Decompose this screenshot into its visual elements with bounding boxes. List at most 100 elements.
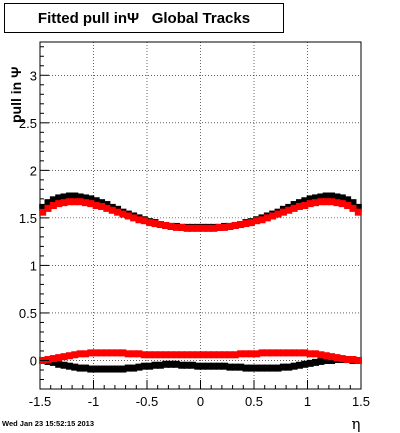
data-point (226, 351, 234, 359)
data-point (146, 351, 154, 359)
data-point (210, 351, 218, 359)
data-point (44, 199, 52, 207)
data-point (98, 202, 106, 210)
data-point (76, 193, 84, 201)
data-point (242, 364, 250, 372)
data-point (130, 364, 138, 372)
data-point (301, 202, 309, 210)
data-point (39, 203, 47, 211)
data-point (205, 224, 213, 232)
data-point (338, 355, 346, 363)
data-point (317, 351, 325, 359)
data-point (322, 352, 330, 360)
data-point (215, 362, 223, 370)
data-point (231, 221, 239, 229)
data-point (247, 219, 255, 227)
data-point (55, 194, 63, 202)
timestamp: Wed Jan 23 15:52:15 2013 (2, 419, 95, 428)
data-point (49, 196, 57, 204)
data-point (162, 221, 170, 229)
data-point (188, 361, 196, 369)
data-point (103, 201, 111, 209)
data-point (60, 193, 68, 201)
series-1 (39, 198, 362, 232)
data-point (167, 222, 175, 230)
data-point (151, 361, 159, 369)
chart-title: Fitted pull inΨ Global Tracks (4, 3, 284, 33)
data-point (328, 353, 336, 361)
data-point (290, 362, 298, 370)
data-point (44, 356, 52, 364)
data-point (231, 363, 239, 371)
data-point (328, 192, 336, 200)
data-point (349, 199, 357, 207)
data-point (253, 217, 261, 225)
data-point (269, 349, 277, 357)
data-point (253, 364, 261, 372)
data-point (55, 354, 63, 362)
data-point (140, 351, 148, 359)
data-point (71, 198, 79, 206)
data-point (247, 364, 255, 372)
data-point (114, 349, 122, 357)
data-point (344, 356, 352, 364)
x-tick-label: 1.5 (352, 394, 370, 409)
data-point (167, 360, 175, 368)
data-point (65, 198, 73, 206)
data-point (81, 364, 89, 372)
data-point (178, 351, 186, 359)
data-point (119, 365, 127, 373)
x-tick-label: -1 (88, 394, 100, 409)
data-point (151, 351, 159, 359)
data-point (242, 220, 250, 228)
data-point (135, 350, 143, 358)
data-point (210, 362, 218, 370)
y-tick-label: 1 (30, 258, 37, 273)
data-point (312, 350, 320, 358)
data-point (119, 349, 127, 357)
x-tick-label: 1 (304, 394, 311, 409)
data-point (71, 363, 79, 371)
data-point (194, 351, 202, 359)
data-point (156, 351, 164, 359)
data-point (263, 214, 271, 222)
data-point (279, 363, 287, 371)
data-point (312, 194, 320, 202)
data-point (258, 364, 266, 372)
data-point (65, 192, 73, 200)
y-tick-label: 2 (30, 163, 37, 178)
data-point (215, 351, 223, 359)
data-point (301, 349, 309, 357)
data-point (269, 364, 277, 372)
x-tick-label: 0 (197, 394, 204, 409)
data-point (221, 351, 229, 359)
data-point (114, 365, 122, 373)
data-point (226, 222, 234, 230)
data-point (188, 224, 196, 232)
data-point (60, 353, 68, 361)
data-point (49, 358, 57, 366)
data-point (87, 195, 95, 203)
data-point (226, 363, 234, 371)
data-point (322, 192, 330, 200)
data-point (333, 199, 341, 207)
data-point (312, 358, 320, 366)
data-point (344, 202, 352, 210)
data-point (242, 350, 250, 358)
data-point (247, 350, 255, 358)
data-point (130, 350, 138, 358)
data-point (312, 199, 320, 207)
data-point (253, 350, 261, 358)
data-point (65, 362, 73, 370)
data-point (263, 349, 271, 357)
data-point (130, 214, 138, 222)
data-point (172, 223, 180, 231)
data-point (354, 203, 362, 211)
data-point (92, 349, 100, 357)
data-points (39, 192, 362, 373)
data-point (39, 208, 47, 216)
data-point (237, 221, 245, 229)
data-point (98, 199, 106, 207)
data-point (306, 359, 314, 367)
data-point (156, 221, 164, 229)
